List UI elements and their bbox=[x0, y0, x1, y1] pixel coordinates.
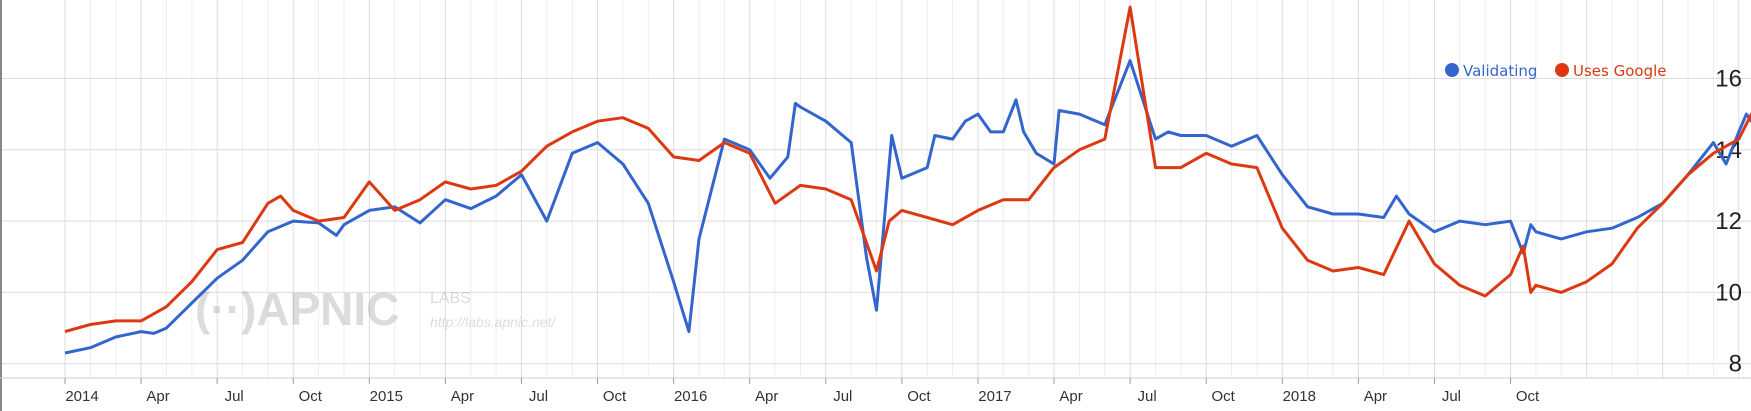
x-tick-label: Jul bbox=[225, 388, 244, 405]
x-tick-label: Apr bbox=[146, 388, 169, 405]
legend-marker bbox=[1555, 63, 1569, 77]
x-tick-label: 2014 bbox=[65, 388, 98, 405]
x-tick-label: Oct bbox=[1212, 388, 1236, 405]
x-tick-label: Jul bbox=[529, 388, 548, 405]
x-tick-label: 2015 bbox=[370, 388, 403, 405]
legend-item-uses-google[interactable]: Uses Google bbox=[1555, 62, 1667, 80]
x-tick-label: Jul bbox=[1138, 388, 1157, 405]
x-tick-label: Oct bbox=[603, 388, 627, 405]
x-tick-label: Jul bbox=[833, 388, 852, 405]
legend-item-validating[interactable]: Validating bbox=[1445, 62, 1537, 80]
legend-label: Validating bbox=[1463, 62, 1537, 80]
y-tick-label: 16 bbox=[1715, 65, 1742, 92]
x-tick-label: Oct bbox=[1516, 388, 1540, 405]
x-tick-label: Apr bbox=[1059, 388, 1082, 405]
x-tick-label: 2017 bbox=[978, 388, 1011, 405]
x-tick-label: Oct bbox=[299, 388, 323, 405]
y-tick-label: 12 bbox=[1715, 208, 1742, 235]
x-tick-label: 2016 bbox=[674, 388, 707, 405]
x-tick-label: 2018 bbox=[1283, 388, 1316, 405]
watermark-url-text: http://labs.apnic.net/ bbox=[430, 314, 557, 330]
legend-marker bbox=[1445, 63, 1459, 77]
y-tick-label: 10 bbox=[1715, 279, 1742, 306]
x-tick-label: Jul bbox=[1442, 388, 1461, 405]
x-tick-label: Apr bbox=[755, 388, 778, 405]
apnic-labs-watermark: (··)APNIC LABS http://labs.apnic.net/ bbox=[195, 283, 557, 335]
x-tick-label: Apr bbox=[1364, 388, 1387, 405]
x-tick-label: Apr bbox=[451, 388, 474, 405]
legend-label: Uses Google bbox=[1573, 62, 1667, 80]
legend[interactable]: Validating Uses Google bbox=[1445, 62, 1667, 80]
y-tick-label: 8 bbox=[1729, 351, 1742, 378]
series-line-uses-google bbox=[64, 5, 1751, 334]
watermark-logo-text: (··)APNIC bbox=[195, 283, 399, 335]
x-axis-ticks: 2014 Apr Jul Oct 2015 Apr Jul Oct 2016 Apr Jul Oct 2… bbox=[64, 378, 1540, 405]
x-tick-label: Oct bbox=[907, 388, 931, 405]
series-lines bbox=[64, 5, 1751, 355]
watermark-labs-text: LABS bbox=[430, 290, 471, 307]
